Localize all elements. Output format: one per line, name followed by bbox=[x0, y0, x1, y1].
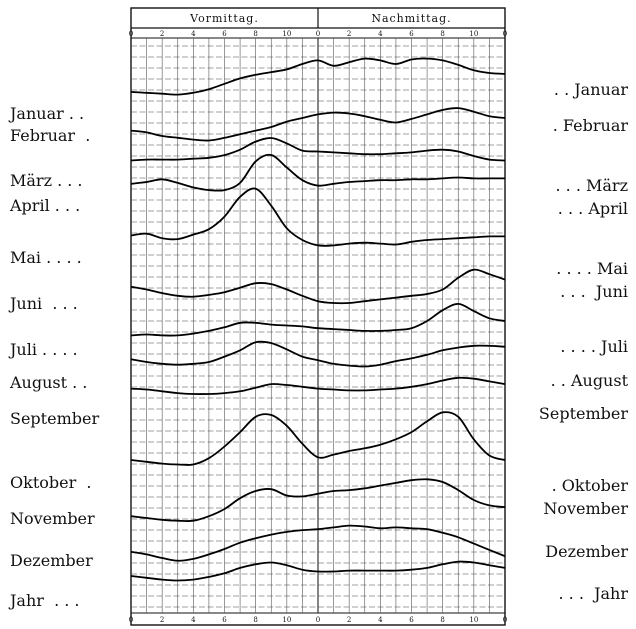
top-tick-label: 10 bbox=[469, 30, 478, 38]
top-tick-label: 6 bbox=[222, 30, 227, 38]
right-label-märz: . . . März bbox=[555, 176, 628, 195]
series-line-april bbox=[130, 153, 505, 192]
bottom-tick-label: 10 bbox=[469, 616, 478, 624]
left-label-august: August . . bbox=[10, 373, 88, 392]
top-tick-label: 2 bbox=[347, 30, 351, 38]
left-label-september: September bbox=[10, 409, 100, 428]
left-label-jahr: Jahr . . . bbox=[10, 591, 80, 610]
bottom-tick-label: 10 bbox=[282, 616, 291, 624]
right-label-november: November bbox=[543, 499, 628, 518]
left-label-juni: Juni . . . bbox=[10, 294, 78, 313]
left-label-märz: März . . . bbox=[10, 171, 83, 190]
right-label-september: September bbox=[538, 404, 628, 423]
left-label-juli: Juli . . . . bbox=[10, 340, 78, 359]
series-line-märz bbox=[130, 137, 506, 162]
left-label-november: November bbox=[10, 509, 95, 528]
series-line-august bbox=[130, 340, 506, 368]
series-line-jahr bbox=[130, 560, 506, 582]
right-label-dezember: Dezember bbox=[545, 542, 628, 561]
bottom-tick-label: 6 bbox=[409, 616, 414, 624]
top-tick-label: 10 bbox=[282, 30, 291, 38]
right-label-februar: . Februar bbox=[552, 116, 628, 135]
top-tick-label: 6 bbox=[409, 30, 414, 38]
top-tick-label: 0 bbox=[503, 30, 507, 38]
bottom-tick-label: 4 bbox=[191, 616, 196, 624]
bottom-tick-label: 0 bbox=[503, 616, 507, 624]
right-label-juli: . . . . Juli bbox=[560, 337, 628, 356]
bottom-tick-label: 2 bbox=[160, 616, 164, 624]
left-label-oktober: Oktober . bbox=[10, 473, 92, 492]
series-line-mai bbox=[130, 187, 506, 247]
left-label-april: April . . . bbox=[10, 196, 81, 215]
right-label-august: . . August bbox=[550, 371, 628, 390]
series-line-november bbox=[130, 478, 506, 523]
bottom-tick-label: 0 bbox=[316, 616, 320, 624]
series-line-dezember bbox=[130, 524, 506, 562]
top-tick-label: 0 bbox=[316, 30, 320, 38]
top-tick-label: 8 bbox=[440, 30, 444, 38]
top-tick-label: 0 bbox=[129, 30, 133, 38]
bottom-tick-label: 0 bbox=[129, 616, 133, 624]
left-label-februar: Februar . bbox=[10, 126, 91, 145]
series-line-februar bbox=[130, 107, 506, 142]
bottom-tick-label: 8 bbox=[440, 616, 444, 624]
right-label-januar: . . Januar bbox=[553, 80, 628, 99]
bottom-tick-label: 8 bbox=[253, 616, 257, 624]
left-label-mai: Mai . . . . bbox=[10, 248, 82, 267]
right-label-juni: . . . Juni bbox=[560, 282, 628, 301]
top-tick-label: 4 bbox=[191, 30, 196, 38]
left-label-januar: Januar . . bbox=[10, 104, 85, 123]
series-line-oktober bbox=[130, 411, 506, 466]
left-label-dezember: Dezember bbox=[10, 551, 93, 570]
top-tick-label: 2 bbox=[160, 30, 164, 38]
right-label-oktober: . Oktober bbox=[551, 476, 628, 495]
right-label-april: . . . April bbox=[557, 199, 628, 218]
series-line-september bbox=[130, 376, 506, 395]
bottom-tick-label: 2 bbox=[347, 616, 351, 624]
bottom-tick-label: 6 bbox=[222, 616, 227, 624]
header-vormittag: Vormittag. bbox=[189, 12, 259, 25]
series-line-juni bbox=[130, 268, 506, 305]
series-line-juli bbox=[130, 302, 506, 337]
top-tick-label: 8 bbox=[253, 30, 257, 38]
right-label-mai: . . . . Mai bbox=[556, 259, 628, 278]
top-tick-label: 4 bbox=[378, 30, 383, 38]
header-nachmittag: Nachmittag. bbox=[371, 12, 451, 25]
series-line-januar bbox=[130, 57, 506, 96]
bottom-tick-label: 4 bbox=[378, 616, 383, 624]
right-label-jahr: . . . Jahr bbox=[558, 584, 628, 603]
